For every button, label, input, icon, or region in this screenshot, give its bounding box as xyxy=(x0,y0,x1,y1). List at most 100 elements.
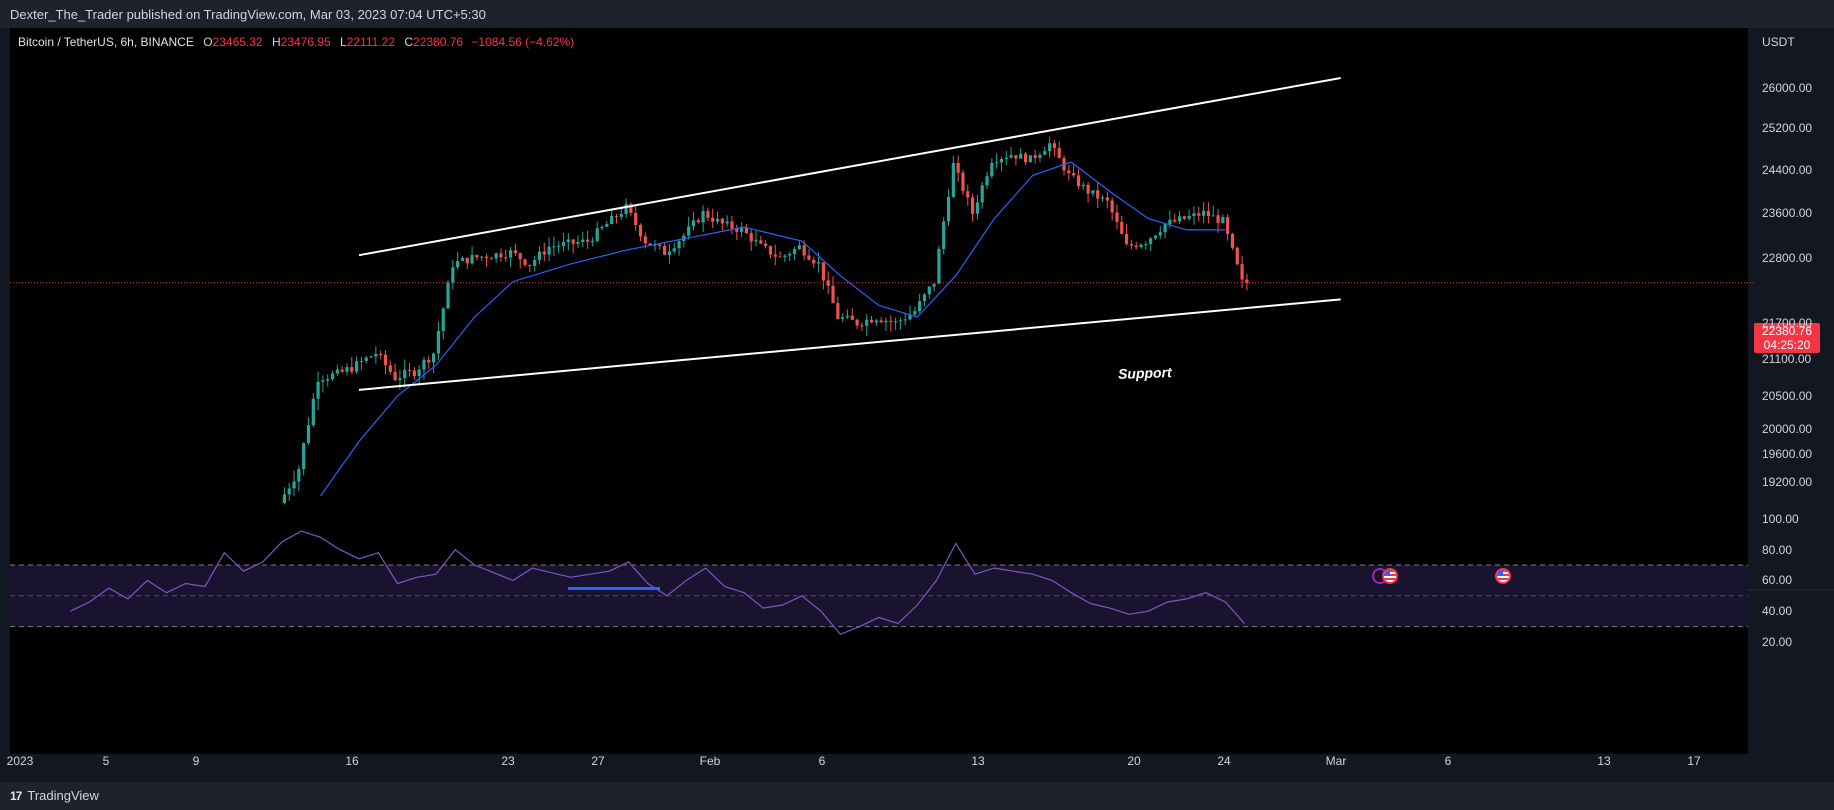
publisher-line: Dexter_The_Trader published on TradingVi… xyxy=(10,7,486,22)
candle-body xyxy=(595,228,599,241)
candle-body xyxy=(898,320,903,322)
scroll-indicator[interactable] xyxy=(568,587,660,590)
candle-body xyxy=(1004,157,1008,159)
candle-body xyxy=(1009,155,1013,158)
candle-body xyxy=(841,317,845,319)
candle-body xyxy=(667,251,672,255)
candle-body xyxy=(1153,235,1158,239)
candle-body xyxy=(1115,212,1119,222)
open-value: 23465.32 xyxy=(212,35,263,49)
candle-body xyxy=(619,213,623,217)
time-tick-label: 17 xyxy=(1687,754,1701,768)
candle-body xyxy=(701,211,705,223)
candle-body xyxy=(995,162,999,164)
candle-body xyxy=(1245,279,1249,284)
rsi-tick-label: 100.00 xyxy=(1762,511,1799,526)
candle-body xyxy=(614,215,619,217)
candle-body xyxy=(335,369,339,374)
candle-body xyxy=(1096,190,1100,199)
time-tick-label: Feb xyxy=(699,754,721,768)
candle-body xyxy=(792,248,797,255)
candle-body xyxy=(547,246,551,255)
candle-body xyxy=(1216,215,1220,223)
us-flag-icon[interactable] xyxy=(1495,568,1511,584)
candle-body xyxy=(961,172,965,192)
candle-body xyxy=(427,359,431,363)
open-label: O xyxy=(203,35,213,49)
candle-body xyxy=(874,320,878,323)
candle-body xyxy=(783,255,787,257)
candle-body xyxy=(407,369,412,371)
candle-body xyxy=(398,378,402,381)
candle-body xyxy=(518,253,522,260)
candle-body xyxy=(403,369,407,379)
candle-body xyxy=(821,262,826,281)
candle-body xyxy=(383,354,388,366)
candle-body xyxy=(1086,184,1090,194)
candle-body xyxy=(504,257,508,259)
candle-body xyxy=(1091,190,1095,194)
candle-body xyxy=(330,373,335,380)
candle-body xyxy=(297,468,301,482)
candle-body xyxy=(759,240,763,244)
candle-body xyxy=(282,494,287,503)
rsi-tick-label: 60.00 xyxy=(1762,573,1793,588)
candle-body xyxy=(533,260,537,266)
candle-body xyxy=(629,204,633,213)
candle-body xyxy=(456,260,460,268)
candle-body xyxy=(932,283,936,287)
candle-body xyxy=(326,379,330,381)
candle-body xyxy=(778,256,782,258)
candle-body xyxy=(581,239,585,243)
candle-body xyxy=(1120,221,1124,234)
candle-body xyxy=(1076,175,1081,187)
candle-body xyxy=(1014,155,1018,159)
us-flag-icon[interactable] xyxy=(1382,568,1398,584)
time-tick-label: 2023 xyxy=(6,754,34,768)
candle-body xyxy=(446,282,450,309)
channel-top-line[interactable] xyxy=(358,77,1341,257)
chart-canvas[interactable] xyxy=(0,28,1834,782)
candle-body xyxy=(359,361,364,363)
current-price: 22380.76 xyxy=(1761,324,1813,338)
current-price-badge: 22380.76 04:25:20 xyxy=(1754,323,1820,353)
price-tick-label: 19200.00 xyxy=(1762,475,1813,489)
candle-body xyxy=(1139,244,1143,248)
candle-body xyxy=(576,242,580,244)
candle-body xyxy=(1149,238,1153,245)
candle-body xyxy=(537,251,542,261)
candle-body xyxy=(436,330,441,354)
candle-body xyxy=(1211,215,1215,217)
candle-body xyxy=(749,233,753,242)
candle-body xyxy=(860,325,864,327)
candle-body xyxy=(412,370,416,377)
rsi-tick-label: 20.00 xyxy=(1762,635,1793,649)
candle-body xyxy=(764,243,768,247)
candle-body xyxy=(431,353,436,363)
candle-body xyxy=(585,239,590,242)
price-tick-label: 22800.00 xyxy=(1762,251,1813,265)
candle-body xyxy=(1028,155,1032,163)
candle-body xyxy=(354,361,359,372)
candle-body xyxy=(951,163,955,197)
candle-body xyxy=(1057,147,1061,159)
candle-body xyxy=(1144,244,1148,246)
channel-bottom-line[interactable] xyxy=(358,298,1341,391)
tradingview-logo-icon: 17 xyxy=(10,788,22,803)
time-tick-label: 5 xyxy=(102,754,110,768)
candle-body xyxy=(605,224,609,227)
candle-body xyxy=(528,264,532,266)
support-annotation[interactable]: Support xyxy=(1117,364,1172,382)
candle-body xyxy=(1019,153,1023,159)
candle-body xyxy=(513,250,518,254)
candle-body xyxy=(508,250,513,258)
candle-body xyxy=(855,319,859,326)
candle-body xyxy=(523,259,527,265)
candle-body xyxy=(489,258,493,260)
candle-body xyxy=(1206,210,1211,217)
candle-body xyxy=(980,185,984,203)
candle-body xyxy=(970,197,975,214)
candle-body xyxy=(417,369,421,377)
candle-body xyxy=(927,286,931,295)
candle-body xyxy=(470,255,474,264)
